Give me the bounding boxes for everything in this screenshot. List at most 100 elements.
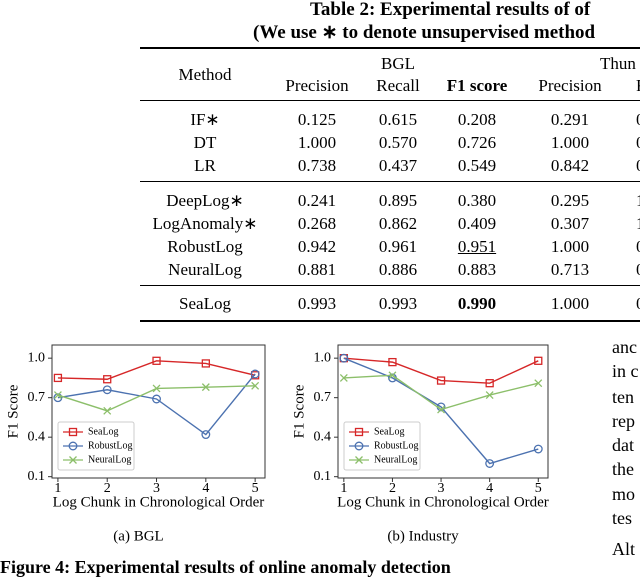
table-cell: 0.307 (550, 214, 590, 233)
y-tick-label: 1.0 (314, 350, 332, 365)
table-cell: 0.713 (550, 260, 590, 279)
table-cell: 0.993 (297, 294, 337, 313)
series-line (343, 357, 539, 384)
table-rule (140, 100, 640, 101)
series-line (57, 373, 256, 436)
body-text: tes (612, 508, 632, 528)
column-header: F1 score (446, 76, 508, 95)
table-cell: 0 (636, 156, 640, 176)
legend-label: NeuralLog (88, 454, 131, 465)
table-rule (140, 181, 640, 182)
y-tick-label: 0.7 (314, 390, 332, 405)
table-cell: 0.549 (457, 156, 497, 175)
legend-label: RobustLog (88, 440, 132, 451)
x-tick-label: 2 (104, 481, 111, 496)
body-text: ten (612, 387, 634, 407)
marker (339, 373, 348, 382)
method-name: DT (193, 133, 217, 152)
method-name: DeepLog∗ (166, 191, 244, 210)
table-cell: 0 (636, 133, 640, 153)
x-tick-label: 5 (535, 481, 542, 496)
marker (485, 391, 494, 399)
table-rule (140, 47, 640, 49)
table-cell: 0.125 (297, 110, 337, 129)
table-cell: 0.961 (378, 237, 418, 256)
table-cell: 0 (636, 110, 640, 130)
x-tick-label: 4 (202, 481, 209, 496)
marker (533, 444, 543, 454)
marker (68, 427, 78, 437)
marker (485, 379, 494, 388)
x-tick-label: 2 (389, 481, 396, 496)
marker (68, 441, 78, 451)
table-cell: 0.886 (378, 260, 418, 279)
marker (53, 393, 63, 403)
body-text: anc (612, 337, 637, 357)
x-tick-label: 3 (153, 481, 160, 496)
body-text: the (612, 459, 634, 479)
table-cell: 0.883 (457, 260, 497, 279)
group-header: Thun (600, 54, 636, 73)
marker (388, 371, 397, 380)
y-tick-label: 0.7 (28, 390, 46, 405)
x-tick-label: 3 (438, 481, 445, 496)
table-cell: 1.000 (297, 133, 337, 152)
series-line (343, 357, 539, 465)
table-caption: Table 2: Experimental results of of (310, 0, 591, 20)
y-tick-label: 1.0 (28, 350, 46, 365)
marker (152, 356, 161, 365)
x-axis-label: Log Chunk in Chronological Order (337, 494, 549, 510)
table-cell: 0.268 (297, 214, 337, 233)
table-cell: 0.895 (378, 191, 418, 210)
marker (201, 383, 210, 392)
table-cell: 1.000 (550, 294, 590, 313)
plot-frame (337, 344, 549, 479)
table-cell: 0.726 (457, 133, 497, 152)
method-name: LogAnomaly∗ (152, 214, 258, 233)
y-tick-label: 0.4 (28, 429, 46, 444)
group-header: BGL (381, 54, 415, 73)
table-cell: 0.409 (457, 214, 497, 233)
subcaption: (b) Industry (387, 528, 459, 544)
marker (69, 456, 77, 464)
table-cell: 0.380 (457, 191, 497, 210)
table-cell: 1.000 (550, 237, 590, 256)
table-caption: (We use ∗ to denote unsupervised method (253, 22, 596, 43)
column-header: R (636, 76, 640, 96)
x-tick-label: 5 (252, 481, 259, 496)
marker (103, 406, 112, 415)
legend-label: RobustLog (374, 440, 418, 451)
x-tick-label: 1 (54, 481, 61, 496)
y-axis-label: F1 Score (291, 384, 307, 438)
marker (251, 381, 260, 390)
subcaption: (a) BGL (113, 528, 163, 544)
column-header: Method (178, 65, 232, 84)
table-cell: 0.990 (457, 294, 497, 313)
table-cell: 0.862 (378, 214, 418, 233)
y-tick-label: 0.1 (314, 469, 332, 484)
marker (201, 359, 210, 368)
table-cell: 0.738 (297, 156, 337, 175)
column-header: Recall (376, 76, 420, 95)
body-text: dat (612, 435, 634, 455)
table-cell: 1.000 (550, 133, 590, 152)
table-rule (140, 285, 640, 286)
marker (152, 394, 161, 404)
marker (485, 459, 495, 468)
column-header: Precision (285, 76, 349, 95)
marker (354, 441, 364, 451)
marker (339, 353, 349, 363)
marker (355, 456, 363, 464)
table-cell: 1 (636, 191, 640, 211)
table-cell: 0.942 (297, 237, 337, 256)
marker (53, 391, 62, 399)
y-tick-label: 0.4 (314, 429, 332, 444)
marker (250, 369, 260, 379)
table-cell: 0.615 (378, 110, 418, 129)
marker (534, 356, 543, 365)
table-cell: 0.951 (457, 237, 497, 256)
method-name: SeaLog (179, 294, 231, 313)
body-text: mo (612, 484, 636, 504)
marker (354, 427, 364, 437)
figure-caption: Figure 4: Experimental results of online… (0, 557, 451, 577)
